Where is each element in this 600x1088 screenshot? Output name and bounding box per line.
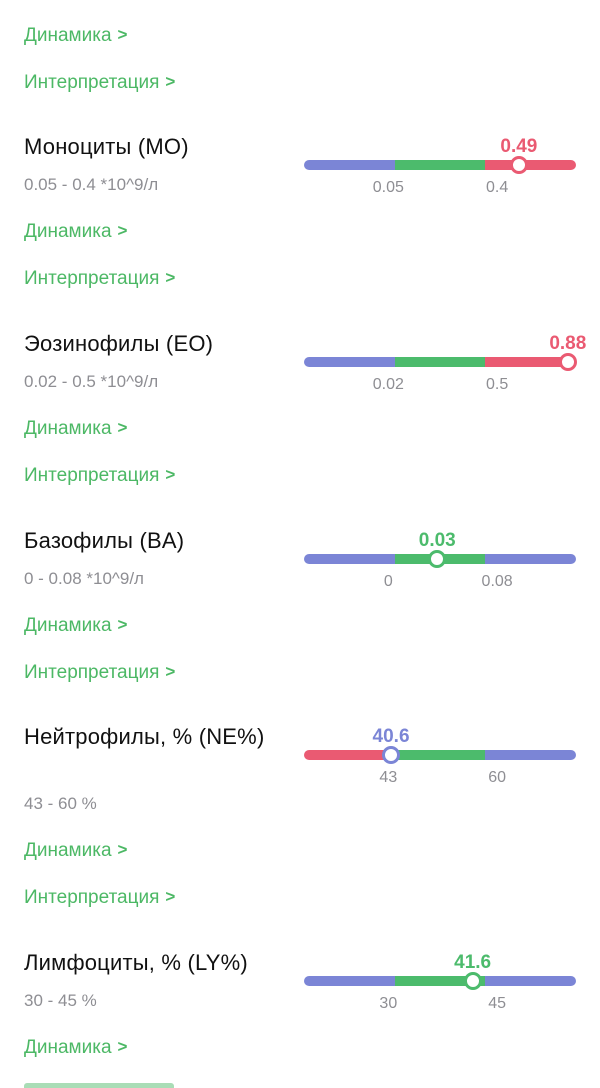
dynamics-link[interactable]: Динамика >	[24, 1035, 127, 1060]
scale-segment-low	[485, 554, 576, 564]
value-marker	[463, 972, 482, 990]
dynamics-link-label: Динамика	[24, 221, 112, 242]
scale-bar	[304, 160, 576, 170]
interpretation-link[interactable]: Интерпретация >	[24, 660, 175, 685]
chevron-right-icon: >	[117, 418, 128, 437]
scale-segment-normal	[394, 160, 486, 170]
dynamics-link[interactable]: Динамика >	[24, 416, 127, 441]
chevron-right-icon: >	[165, 662, 176, 681]
scale-tick-high: 60	[488, 769, 507, 786]
indicator-title: Нейтрофилы, % (NE%)	[24, 724, 265, 749]
reference-range: 30 - 45 %	[24, 991, 97, 1010]
cut-off-interpretation-link	[24, 1083, 174, 1088]
indicator-title: Базофилы (BA)	[24, 528, 185, 553]
scale-tick-high: 0.08	[481, 573, 513, 590]
reference-range: 0.05 - 0.4 *10^9/л	[24, 175, 159, 194]
scale-segment-low	[304, 554, 395, 564]
indicator-value: 40.6	[372, 726, 410, 747]
cut-off-previous-row	[24, 0, 564, 2]
value-marker	[509, 156, 528, 174]
scale-segment-low	[304, 357, 395, 367]
scale-bar	[304, 357, 576, 367]
dynamics-link-label: Динамика	[24, 615, 112, 636]
indicator-title: Лимфоциты, % (LY%)	[24, 950, 248, 975]
chevron-right-icon: >	[165, 887, 176, 906]
scale-segment-normal	[394, 357, 486, 367]
scale-tick-low: 30	[379, 995, 398, 1012]
range-scale: 40.6 43 60	[304, 726, 576, 786]
dynamics-link[interactable]: Динамика >	[24, 219, 127, 244]
indicator-value: 0.49	[500, 136, 538, 157]
interpretation-link-label: Интерпретация	[24, 268, 160, 289]
scale-tick-high: 45	[488, 995, 507, 1012]
indicator-title: Эозинофилы (EO)	[24, 331, 214, 356]
scale-segment-low	[485, 750, 576, 760]
dynamics-link-label: Динамика	[24, 25, 112, 46]
scale-tick-high: 0.4	[485, 179, 509, 196]
range-scale: 0.49 0.05 0.4	[304, 136, 576, 196]
scale-tick-low: 0.05	[372, 179, 404, 196]
chevron-right-icon: >	[165, 465, 176, 484]
scale-segment-normal	[394, 750, 486, 760]
value-marker	[382, 746, 401, 764]
interpretation-link-label: Интерпретация	[24, 465, 160, 486]
interpretation-link-label: Интерпретация	[24, 662, 160, 683]
reference-range: 0.02 - 0.5 *10^9/л	[24, 372, 159, 391]
chevron-right-icon: >	[117, 1037, 128, 1056]
interpretation-link[interactable]: Интерпретация >	[24, 885, 175, 910]
dynamics-link-previous[interactable]: Динамика >	[24, 23, 127, 48]
scale-bar	[304, 750, 576, 760]
indicator-value: 0.03	[418, 530, 456, 551]
chevron-right-icon: >	[165, 72, 176, 91]
interpretation-link[interactable]: Интерпретация >	[24, 266, 175, 291]
interpretation-link-label: Интерпретация	[24, 887, 160, 908]
chevron-right-icon: >	[117, 221, 128, 240]
value-marker	[428, 550, 447, 568]
reference-range: 43 - 60 %	[24, 794, 97, 813]
chevron-right-icon: >	[117, 25, 128, 44]
dynamics-link[interactable]: Динамика >	[24, 838, 127, 863]
scale-tick-high: 0.5	[485, 376, 509, 393]
scale-segment-low	[304, 976, 395, 986]
interpretation-link-label: Интерпретация	[24, 72, 160, 93]
indicator-value: 41.6	[454, 952, 492, 973]
scale-segment-low	[485, 976, 576, 986]
chevron-right-icon: >	[117, 840, 128, 859]
scale-bar	[304, 976, 576, 986]
value-marker	[558, 353, 577, 371]
scale-tick-low: 43	[379, 769, 398, 786]
scale-segment-normal	[394, 976, 486, 986]
scale-tick-low: 0	[383, 573, 393, 590]
interpretation-link[interactable]: Интерпретация >	[24, 463, 175, 488]
dynamics-link-label: Динамика	[24, 840, 112, 861]
indicator-title: Моноциты (MO)	[24, 134, 189, 159]
dynamics-link-label: Динамика	[24, 418, 112, 439]
chevron-right-icon: >	[117, 615, 128, 634]
scale-tick-low: 0.02	[372, 376, 404, 393]
dynamics-link[interactable]: Динамика >	[24, 613, 127, 638]
scale-segment-high	[304, 750, 395, 760]
range-scale: 0.03 0 0.08	[304, 530, 576, 590]
scale-segment-high	[485, 160, 576, 170]
range-scale: 0.88 0.02 0.5	[304, 333, 586, 393]
indicator-value: 0.88	[549, 333, 587, 354]
chevron-right-icon: >	[165, 268, 176, 287]
interpretation-link-previous[interactable]: Интерпретация >	[24, 70, 175, 95]
reference-range: 0 - 0.08 *10^9/л	[24, 569, 144, 588]
range-scale: 41.6 30 45	[304, 952, 576, 1012]
scale-segment-low	[304, 160, 395, 170]
dynamics-link-label: Динамика	[24, 1037, 112, 1058]
scale-segment-high	[485, 357, 576, 367]
